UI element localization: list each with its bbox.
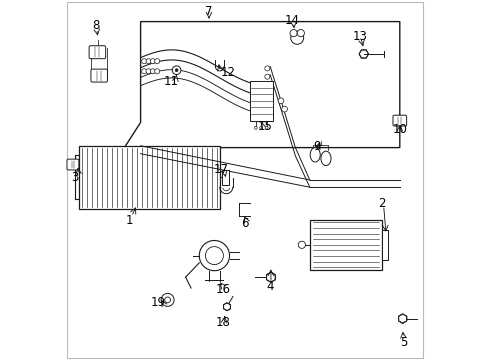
- Circle shape: [290, 30, 297, 37]
- Circle shape: [165, 297, 171, 303]
- Bar: [79, 146, 220, 209]
- FancyBboxPatch shape: [393, 115, 407, 126]
- Circle shape: [146, 69, 151, 74]
- Circle shape: [155, 69, 160, 74]
- Polygon shape: [267, 272, 275, 282]
- Circle shape: [150, 69, 155, 74]
- Text: 2: 2: [378, 197, 386, 210]
- Circle shape: [161, 293, 174, 306]
- Circle shape: [260, 126, 263, 129]
- Circle shape: [172, 66, 181, 75]
- Text: 17: 17: [214, 163, 229, 176]
- Circle shape: [298, 241, 305, 248]
- Ellipse shape: [321, 151, 331, 166]
- Circle shape: [265, 126, 268, 129]
- Circle shape: [205, 247, 223, 265]
- Circle shape: [175, 69, 178, 72]
- Ellipse shape: [310, 148, 320, 162]
- FancyBboxPatch shape: [91, 69, 107, 82]
- Bar: [382, 230, 388, 260]
- Bar: [310, 220, 382, 270]
- FancyBboxPatch shape: [89, 46, 106, 59]
- Text: 9: 9: [313, 140, 321, 153]
- Circle shape: [291, 31, 304, 44]
- Text: 13: 13: [353, 30, 368, 42]
- Circle shape: [282, 106, 288, 112]
- Text: 16: 16: [216, 283, 231, 296]
- Circle shape: [199, 240, 229, 271]
- Text: 7: 7: [205, 5, 213, 18]
- Text: 14: 14: [284, 14, 299, 27]
- Circle shape: [297, 30, 304, 37]
- Text: 3: 3: [72, 171, 79, 184]
- Polygon shape: [223, 303, 230, 311]
- Circle shape: [142, 69, 147, 74]
- Text: 8: 8: [92, 19, 99, 32]
- Text: 10: 10: [392, 123, 407, 136]
- Text: 19: 19: [151, 296, 166, 309]
- Polygon shape: [359, 50, 368, 58]
- Text: 18: 18: [216, 316, 231, 329]
- Circle shape: [150, 59, 155, 64]
- Polygon shape: [399, 314, 407, 323]
- Text: 12: 12: [220, 66, 236, 78]
- Text: 5: 5: [400, 336, 407, 348]
- Bar: [249, 81, 273, 121]
- Circle shape: [155, 59, 160, 64]
- FancyBboxPatch shape: [67, 159, 79, 170]
- Circle shape: [265, 66, 270, 71]
- Text: 1: 1: [125, 214, 133, 227]
- Text: 15: 15: [257, 120, 272, 132]
- Circle shape: [278, 98, 284, 104]
- Circle shape: [142, 59, 147, 64]
- Text: 11: 11: [164, 75, 179, 87]
- Bar: [221, 170, 229, 185]
- Circle shape: [254, 126, 257, 129]
- Circle shape: [146, 59, 151, 64]
- Text: 4: 4: [267, 280, 274, 293]
- Circle shape: [265, 74, 270, 79]
- Text: 6: 6: [241, 217, 249, 230]
